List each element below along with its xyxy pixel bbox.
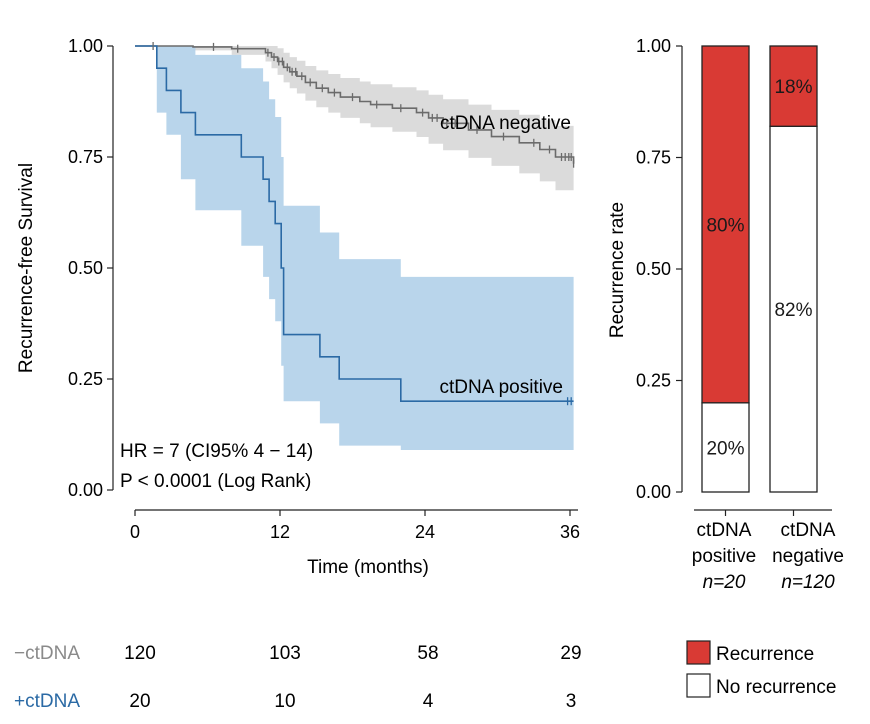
km-label-positive: ctDNA positive <box>439 377 563 398</box>
km-y-axis-label: Recurrence-free Survival <box>16 163 37 373</box>
risk-row-label-positive: +ctDNA <box>14 691 80 712</box>
risk-cell: 3 <box>566 691 577 712</box>
legend-label-no-recurrence: No recurrence <box>716 677 836 698</box>
bar-category-negative-n: n=120 <box>781 572 835 593</box>
km-x-axis-label: Time (months) <box>307 557 429 578</box>
km-panel: 0.00 0.25 0.50 0.75 1.00 0 12 24 36 Recurrence-… <box>16 36 580 578</box>
bar-segment-recurrence <box>769 45 818 127</box>
bar-category-positive-line1: ctDNA <box>697 520 752 541</box>
km-survival-curves <box>135 45 575 403</box>
km-ci-band-positive <box>135 46 574 450</box>
bar-category-negative-line2: negative <box>772 546 844 567</box>
bar-segment-recurrence <box>701 45 750 404</box>
bar-y-tick-label: 0.50 <box>636 259 671 279</box>
bar-y-tick-label: 0.00 <box>636 482 671 502</box>
bar-category-positive: ctDNA positive n=20 <box>692 520 756 593</box>
legend-label-recurrence: Recurrence <box>716 644 814 665</box>
bar-segment-no-recurrence <box>701 402 750 493</box>
risk-cell: 103 <box>269 643 301 664</box>
legend-swatch-recurrence <box>686 640 711 665</box>
bar-y-tick-label: 0.25 <box>636 371 671 391</box>
km-y-tick-label: 0.75 <box>68 147 103 167</box>
km-y-tick-label: 0.00 <box>68 480 103 500</box>
km-y-tick-label: 1.00 <box>68 36 103 56</box>
risk-cell: 10 <box>274 691 295 712</box>
km-confidence-bands <box>135 46 574 450</box>
km-ci-band-negative <box>135 46 574 204</box>
bar-y-tick-label: 0.75 <box>636 148 671 168</box>
km-censor-marks <box>152 42 575 406</box>
p-value-annotation: P < 0.0001 (Log Rank) <box>120 471 311 492</box>
bar-y-ticks: 0.00 0.25 0.50 0.75 1.00 <box>636 36 682 502</box>
km-curve-positive <box>135 45 574 403</box>
legend-swatch-no-recurrence <box>686 673 711 698</box>
legend: Recurrence No recurrence <box>686 640 836 698</box>
bar-label-no-recurrence: 20% <box>706 438 744 459</box>
bar-label-recurrence: 80% <box>706 215 744 236</box>
km-y-tick-label: 0.25 <box>68 369 103 389</box>
bar-x-ticks <box>724 510 795 516</box>
bar-category-negative-line1: ctDNA <box>781 520 836 541</box>
risk-cell: 120 <box>124 643 156 664</box>
km-x-tick-label: 0 <box>130 522 140 542</box>
km-x-tick-label: 12 <box>270 522 290 542</box>
bar-label-no-recurrence: 82% <box>774 300 812 321</box>
km-x-ticks: 0 12 24 36 <box>130 510 580 542</box>
km-y-ticks: 0.00 0.25 0.50 0.75 1.00 <box>68 36 113 500</box>
bar-segment-no-recurrence <box>769 125 818 493</box>
bar-panel: 0.00 0.25 0.50 0.75 1.00 20% 80% 82% 18% Recurr… <box>607 36 844 698</box>
bar-y-tick-label: 1.00 <box>636 36 671 56</box>
risk-cell: 58 <box>417 643 438 664</box>
bar-y-axis-label: Recurrence rate <box>607 202 628 338</box>
bar-label-recurrence: 18% <box>774 77 812 98</box>
km-label-negative: ctDNA negative <box>440 113 571 134</box>
km-curve-negative <box>135 45 575 164</box>
risk-cell: 29 <box>560 643 581 664</box>
risk-row-label-negative: −ctDNA <box>14 643 80 664</box>
risk-cell: 20 <box>129 691 150 712</box>
bar-value-labels: 20% 80% 82% 18% <box>706 77 812 459</box>
bar-segments <box>701 45 818 493</box>
bar-category-negative: ctDNA negative n=120 <box>772 520 844 593</box>
hr-annotation: HR = 7 (CI95% 4 − 14) <box>120 441 313 462</box>
km-x-tick-label: 24 <box>415 522 435 542</box>
km-x-tick-label: 36 <box>560 522 580 542</box>
bar-category-positive-n: n=20 <box>703 572 746 593</box>
risk-cell: 4 <box>423 691 434 712</box>
risk-table: −ctDNA +ctDNA 120 103 58 29 20 10 4 3 <box>14 643 582 712</box>
km-y-tick-label: 0.50 <box>68 258 103 278</box>
risk-cells: 120 103 58 29 20 10 4 3 <box>124 643 581 712</box>
bar-category-positive-line2: positive <box>692 546 756 567</box>
